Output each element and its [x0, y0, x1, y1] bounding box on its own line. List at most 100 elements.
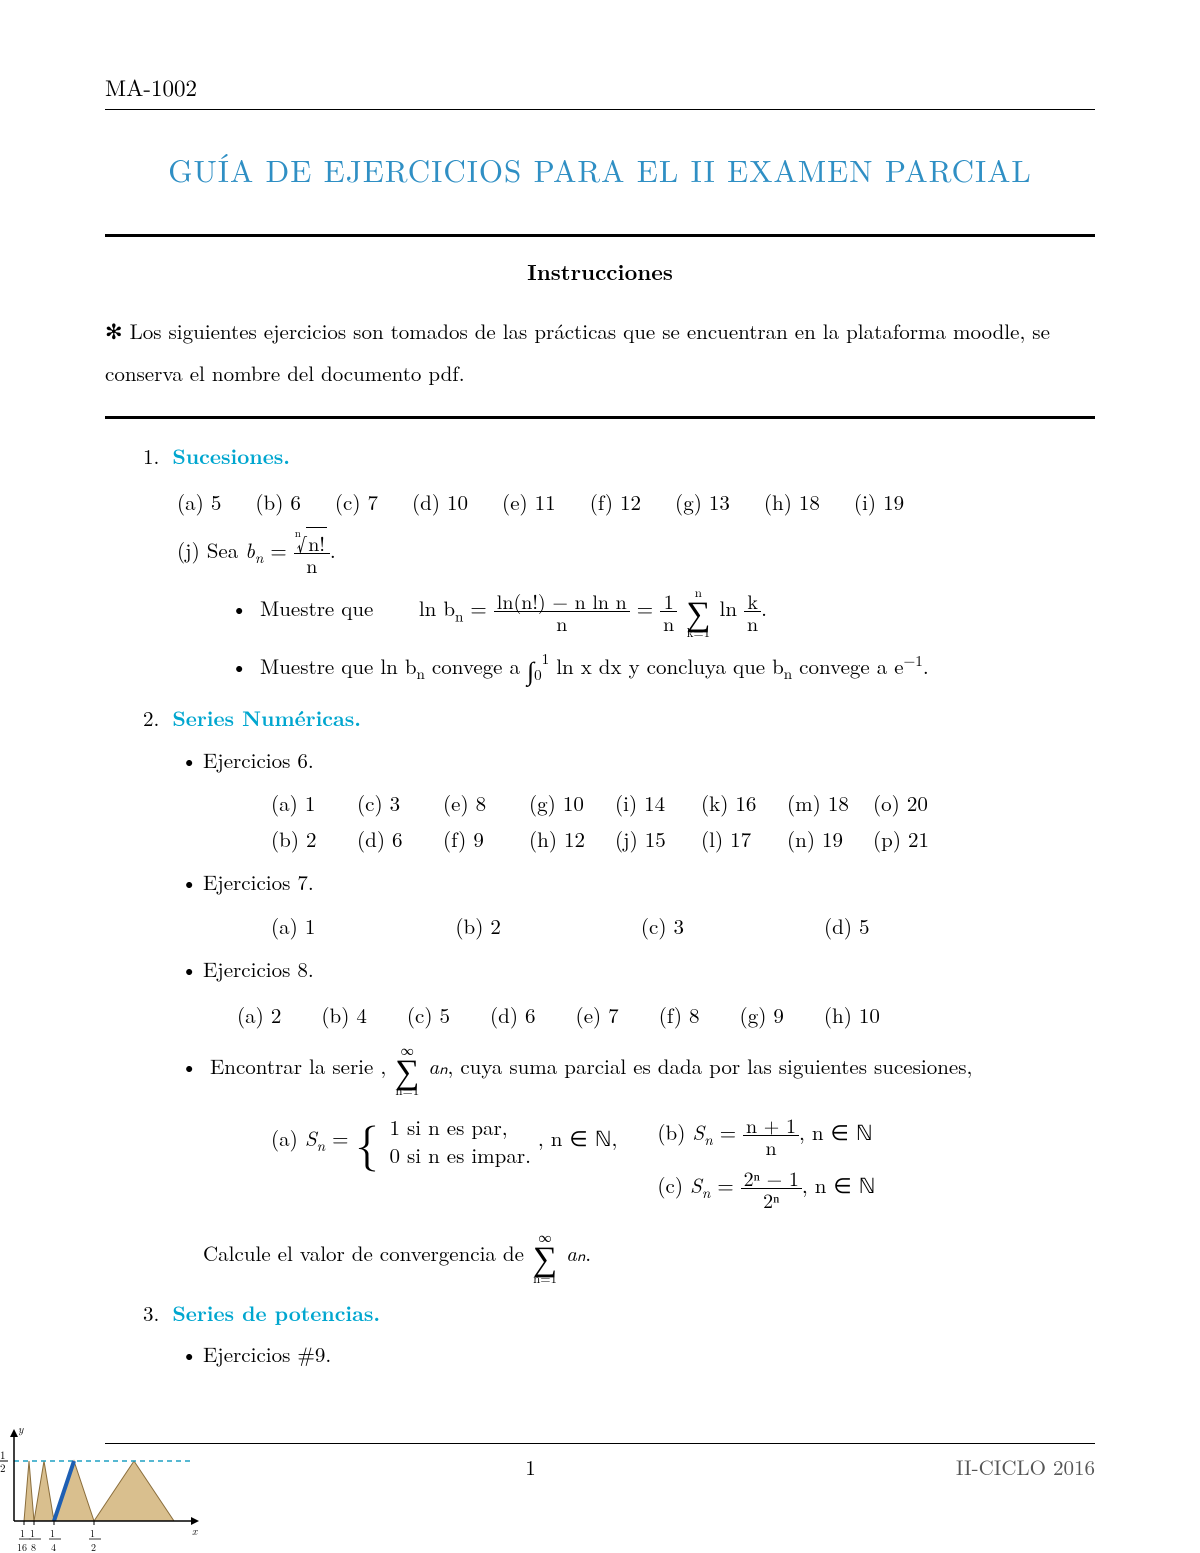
c-bot: 2ⁿ [741, 1189, 802, 1210]
b1-f1-bot: n [494, 612, 630, 633]
s1-j: (j) Sea bn = n√n! n . [177, 532, 1095, 575]
ex7-a: (a) 1 [271, 911, 315, 943]
s1-b: (b) 6 [255, 487, 301, 519]
svg-text:2: 2 [91, 1540, 96, 1553]
serie-lead: Encontrar la serie , [210, 1051, 393, 1081]
a-case1: 1 si n es par, [389, 1114, 530, 1141]
b2-period: . [923, 651, 929, 681]
svg-text:x: x [192, 1524, 198, 1539]
c-tail: , n ∈ ℕ [802, 1170, 876, 1200]
s2-ex7-label: Ejercicios 7. [203, 867, 1095, 899]
section-2-title: Series Numéricas. [172, 703, 361, 733]
ex8-d: (d) 6 [490, 1000, 536, 1032]
ex8-e: (e) 7 [576, 1000, 619, 1032]
s1-a: (a) 5 [177, 487, 221, 519]
s2-bc-col: (b) Sn = n + 1 n , n ∈ ℕ (c) Sn = [657, 1114, 875, 1210]
sections-list: 1. Sucesiones. (a) 5 (b) 6 (c) 7 (d) 10 … [143, 441, 1095, 1371]
a-case2: 0 si n es impar. [389, 1142, 530, 1169]
b1-sum-bot: k=1 [686, 625, 710, 638]
svg-text:1: 1 [20, 1526, 25, 1540]
b2-sub2: n [784, 663, 792, 684]
ex6-m: (m) 18 [787, 788, 873, 820]
instructions-heading: Instrucciones [105, 255, 1095, 288]
svg-text:8: 8 [31, 1540, 36, 1553]
ex6-f: (f) 9 [443, 824, 529, 856]
a-lhs: S [305, 1123, 317, 1153]
s1-bullet-1: Muestre que ln bn = ln(n!) − n ln n n = … [253, 585, 1095, 638]
a-label: (a) [271, 1123, 305, 1153]
ex6-h: (h) 12 [529, 824, 615, 856]
instructions-text: Los siguientes ejercicios son tomados de… [105, 316, 1050, 388]
b1-sub: n [455, 605, 463, 626]
triangles-figure: yx12116181412 [0, 1403, 200, 1553]
brace-icon: { [355, 1121, 378, 1162]
ex6-n: (n) 19 [787, 824, 873, 856]
root-radicand: n! [306, 527, 327, 557]
ex8-c: (c) 5 [407, 1000, 450, 1032]
int-low: 0 [534, 664, 542, 685]
b1-f3-bot: n [744, 612, 761, 633]
ex6-d: (d) 6 [357, 824, 443, 856]
sigma-icon: ∑ [395, 1056, 419, 1083]
svg-text:y: y [18, 1422, 24, 1437]
b1-ln: ln [720, 593, 745, 623]
page-footer: 1 II-CICLO 2016 [105, 1443, 1095, 1484]
s1-j-b: b [245, 535, 255, 565]
b-bot: n [743, 1136, 799, 1157]
ex6-e: (e) 8 [443, 788, 529, 820]
s1-bullet-2: Muestre que ln bn convege a ∫01 ln x dx … [253, 650, 1095, 689]
footer-page: 1 [525, 1452, 536, 1484]
section-3-num: 3. [143, 1298, 159, 1328]
s1-j-bn: n [255, 547, 264, 568]
b2-end: convege a e [799, 651, 903, 681]
c-label: (c) [657, 1170, 690, 1200]
instructions-marker: ✻ [105, 316, 130, 346]
section-1-title: Sucesiones. [172, 441, 290, 471]
s2-a: (a) Sn = { 1 si n es par, 0 si n es impa… [271, 1114, 617, 1169]
b-sub: n [704, 1130, 713, 1151]
svg-text:1: 1 [30, 1526, 35, 1540]
s1-e: (e) 11 [502, 487, 556, 519]
calc-an: aₙ [566, 1239, 585, 1269]
b1-lead: Muestre que [260, 593, 373, 623]
serie-an: aₙ [428, 1051, 447, 1081]
s2-c: (c) Sn = 2ⁿ − 1 2ⁿ , n ∈ ℕ [657, 1167, 875, 1210]
ex6-b: (b) 2 [271, 824, 357, 856]
svg-text:1: 1 [50, 1526, 55, 1540]
ex6-o: (o) 20 [873, 788, 959, 820]
section-1: 1. Sucesiones. (a) 5 (b) 6 (c) 7 (d) 10 … [143, 441, 1095, 689]
ex6-j: (j) 15 [615, 824, 701, 856]
a-sub: n [317, 1135, 326, 1156]
s2-ex7-row: (a) 1 (b) 2 (c) 3 (d) 5 [271, 911, 1095, 943]
b-label: (b) [657, 1117, 692, 1147]
b1-lhs: ln b [419, 593, 455, 623]
serie-sum-bot: n=1 [395, 1083, 419, 1096]
course-code: MA-1002 [105, 70, 1095, 105]
svg-text:16: 16 [17, 1540, 27, 1553]
s2-ex8-row: (a) 2 (b) 4 (c) 5 (d) 6 (e) 7 (f) 8 (g) … [237, 1000, 1095, 1032]
section-3-title: Series de potencias. [172, 1298, 380, 1328]
b1-f2-bot: n [660, 612, 677, 633]
s1-d: (d) 10 [412, 487, 468, 519]
footer-cycle: II-CICLO 2016 [956, 1452, 1095, 1484]
b-tail: , n ∈ ℕ [799, 1117, 873, 1147]
ex8-f: (f) 8 [659, 1000, 700, 1032]
ex8-a: (a) 2 [237, 1000, 281, 1032]
section-2-num: 2. [143, 703, 159, 733]
section-1-num: 1. [143, 441, 159, 471]
b-frac: n + 1 n [743, 1114, 799, 1157]
serie-tail: , cuya suma parcial es dada por las sigu… [448, 1051, 973, 1081]
section-3: 3. Series de potencias. Ejercicios #9. [143, 1298, 1095, 1371]
page-title: GUÍA DE EJERCICIOS PARA EL II EXAMEN PAR… [105, 146, 1095, 193]
page: MA-1002 GUÍA DE EJERCICIOS PARA EL II EX… [0, 0, 1200, 1371]
b2-intexpr: ln x dx [556, 651, 628, 681]
ex7-b: (b) 2 [455, 911, 501, 943]
ex8-g: (g) 9 [740, 1000, 784, 1032]
svg-text:1: 1 [90, 1526, 95, 1540]
sigma-icon: ∑ [686, 598, 710, 625]
instructions-body: ✻ Los siguientes ejercicios son tomados … [105, 310, 1095, 394]
s1-j-frac-bot: n [294, 554, 330, 575]
a-cases: { 1 si n es par, 0 si n es impar. [355, 1114, 530, 1169]
b-lhs: S [692, 1117, 704, 1147]
calc-sum: ∞ ∑ n=1 [533, 1230, 557, 1283]
